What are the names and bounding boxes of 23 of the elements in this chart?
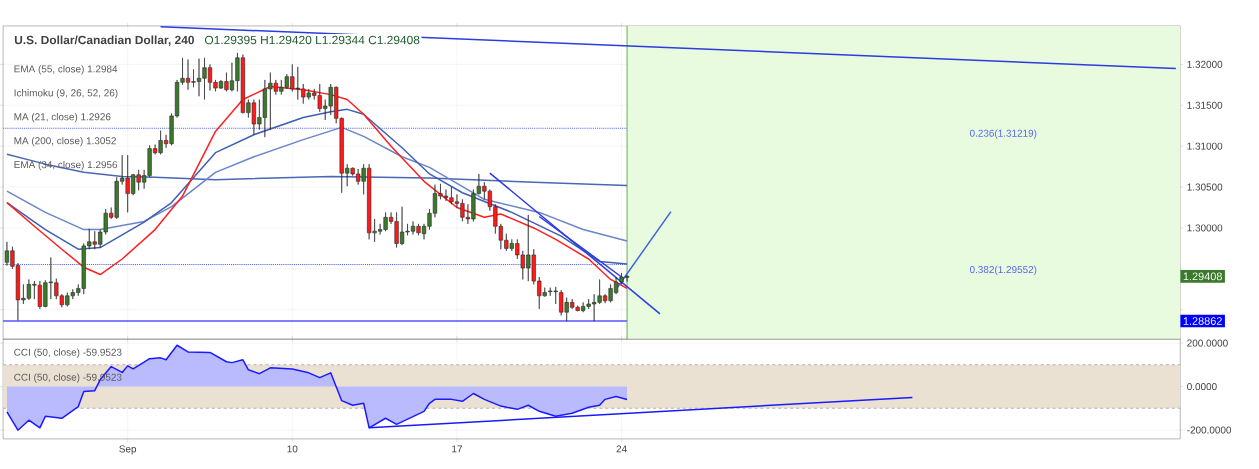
annotation: Ichimoku (9, 26, 52, 26) [14, 89, 118, 99]
annotation: EMA (55, close) 1.2984 [14, 65, 118, 75]
x-tick-label: 17 [452, 445, 462, 453]
y-tick-label: 1.32000 [1187, 60, 1223, 68]
text: O1.29395 H1.29420 L1.29344 C1.29408 [204, 35, 420, 45]
text: U.S. Dollar/Canadian Dollar, 240 [14, 35, 194, 47]
x-tick-label: Sep [119, 445, 137, 455]
annotation: CCI (50, close) -59.9523 [14, 348, 122, 358]
ref-line-label: 0.236(1.31219) [969, 129, 1037, 139]
y-tick-label: 1.31500 [1187, 101, 1223, 109]
y-tick-label: 200.0000 [1187, 339, 1228, 347]
ref-line-label: 0.382(1.29552) [969, 265, 1037, 276]
y-tick-label: 0.0000 [1187, 383, 1217, 391]
annotation: MA (200, close) 1.3052 [14, 137, 116, 147]
y-tick-label: 1.30000 [1187, 224, 1223, 232]
ref-line-label: 1.28862 [1183, 317, 1222, 325]
annotation: MA (21, close) 1.2926 [14, 113, 111, 123]
y-tick-label: -200.0000 [1187, 426, 1232, 434]
y-tick-label: 1.30500 [1187, 183, 1223, 191]
y-tick-label: 1.31000 [1187, 142, 1223, 150]
x-tick-label: 10 [287, 445, 298, 453]
x-tick-label: 24 [616, 445, 627, 453]
text: 1.29408 [1183, 272, 1222, 281]
